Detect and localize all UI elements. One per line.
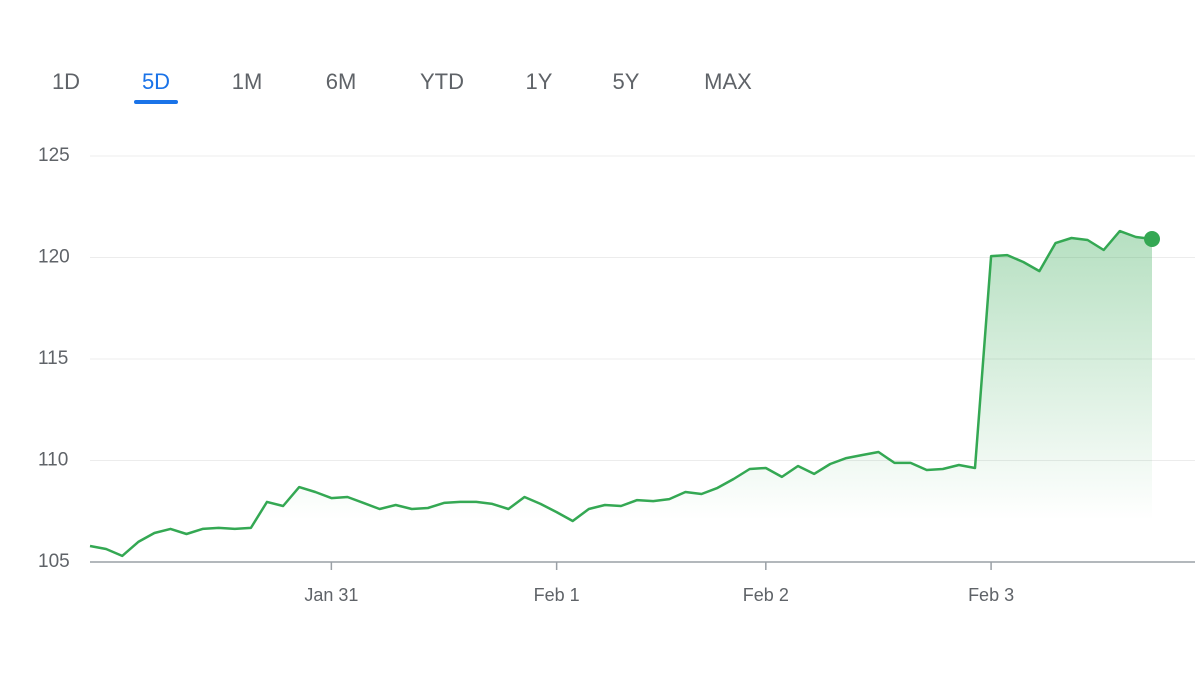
range-tab[interactable]: 5Y — [613, 69, 640, 94]
range-tab[interactable]: 6M — [326, 69, 357, 94]
range-tab[interactable]: 1D — [52, 69, 80, 94]
range-tab[interactable]: 1Y — [526, 69, 553, 94]
y-tick-label: 115 — [38, 348, 68, 369]
range-tab[interactable]: MAX — [704, 69, 752, 94]
x-tick-label: Feb 2 — [743, 585, 789, 605]
price-area — [90, 231, 1152, 562]
price-line — [89, 229, 1153, 558]
x-tick-label: Feb 1 — [534, 585, 580, 605]
x-tick-label: Feb 3 — [968, 585, 1014, 605]
y-tick-label: 120 — [38, 247, 70, 268]
y-tick-label: 110 — [38, 450, 68, 471]
x-tick-label: Jan 31 — [304, 585, 358, 605]
y-tick-label: 105 — [38, 551, 70, 572]
range-tab[interactable]: 1M — [232, 69, 263, 94]
last-price-dot — [1144, 231, 1160, 248]
range-tab[interactable]: YTD — [420, 69, 464, 94]
active-tab-underline — [134, 100, 178, 104]
y-tick-label: 125 — [38, 145, 70, 166]
range-tab[interactable]: 5D — [142, 69, 170, 94]
